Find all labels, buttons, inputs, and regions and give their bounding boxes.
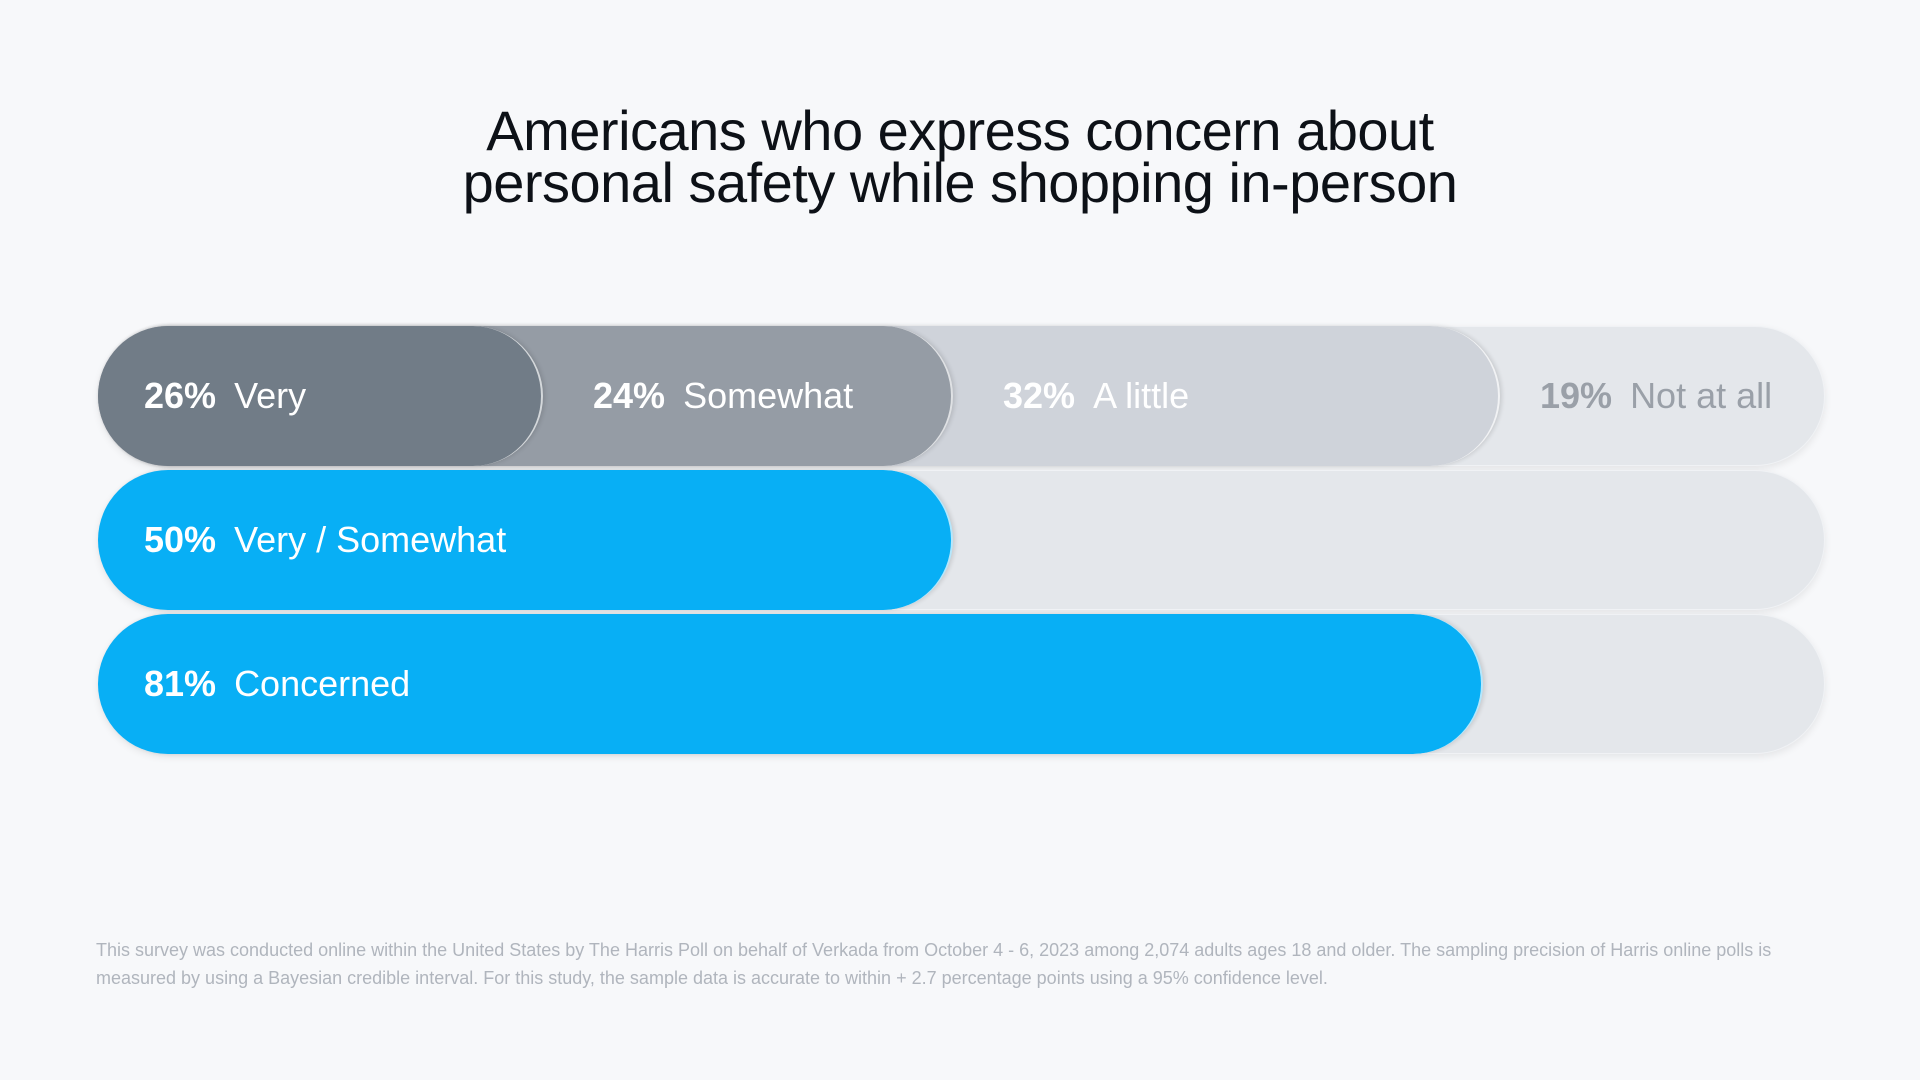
data-label-category: A little xyxy=(1093,375,1190,416)
chart-title-line-1: Americans who express concern about xyxy=(486,99,1434,162)
bar-segment xyxy=(98,470,953,610)
data-label-value: 50% xyxy=(144,519,217,560)
data-label-value: 19% xyxy=(1540,375,1613,416)
data-label: 81% Concerned xyxy=(144,614,410,754)
data-label: 19% Not at all xyxy=(1540,326,1772,466)
data-label-category: Not at all xyxy=(1630,375,1773,416)
data-label-category: Somewhat xyxy=(683,375,854,416)
data-label-category: Concerned xyxy=(234,663,411,704)
bar-row: 81% Concerned xyxy=(98,614,1825,754)
chart-title: Americans who express concern about pers… xyxy=(0,99,1920,214)
chart-title-line-2: personal safety while shopping in-person xyxy=(462,151,1458,214)
data-label-value: 26% xyxy=(144,375,217,416)
bar-segment xyxy=(98,614,1483,754)
data-label-value: 81% xyxy=(144,663,217,704)
data-label-value: 32% xyxy=(1003,375,1076,416)
data-label: 26% Very xyxy=(144,326,306,466)
data-label-category: Very xyxy=(234,375,307,416)
data-label-category: Very / Somewhat xyxy=(234,519,507,560)
bar-row: 26% Very 24% Somewhat 32% A little 19% Not at a… xyxy=(98,326,1825,466)
data-label: 24% Somewhat xyxy=(593,326,853,466)
bar-segment xyxy=(98,326,543,466)
bar-row: 50% Very / Somewhat xyxy=(98,470,1825,610)
footnote: This survey was conducted online within … xyxy=(96,940,1772,988)
data-label: 32% A little xyxy=(1003,326,1189,466)
data-label: 50% Very / Somewhat xyxy=(144,470,506,610)
data-label-value: 24% xyxy=(593,375,666,416)
